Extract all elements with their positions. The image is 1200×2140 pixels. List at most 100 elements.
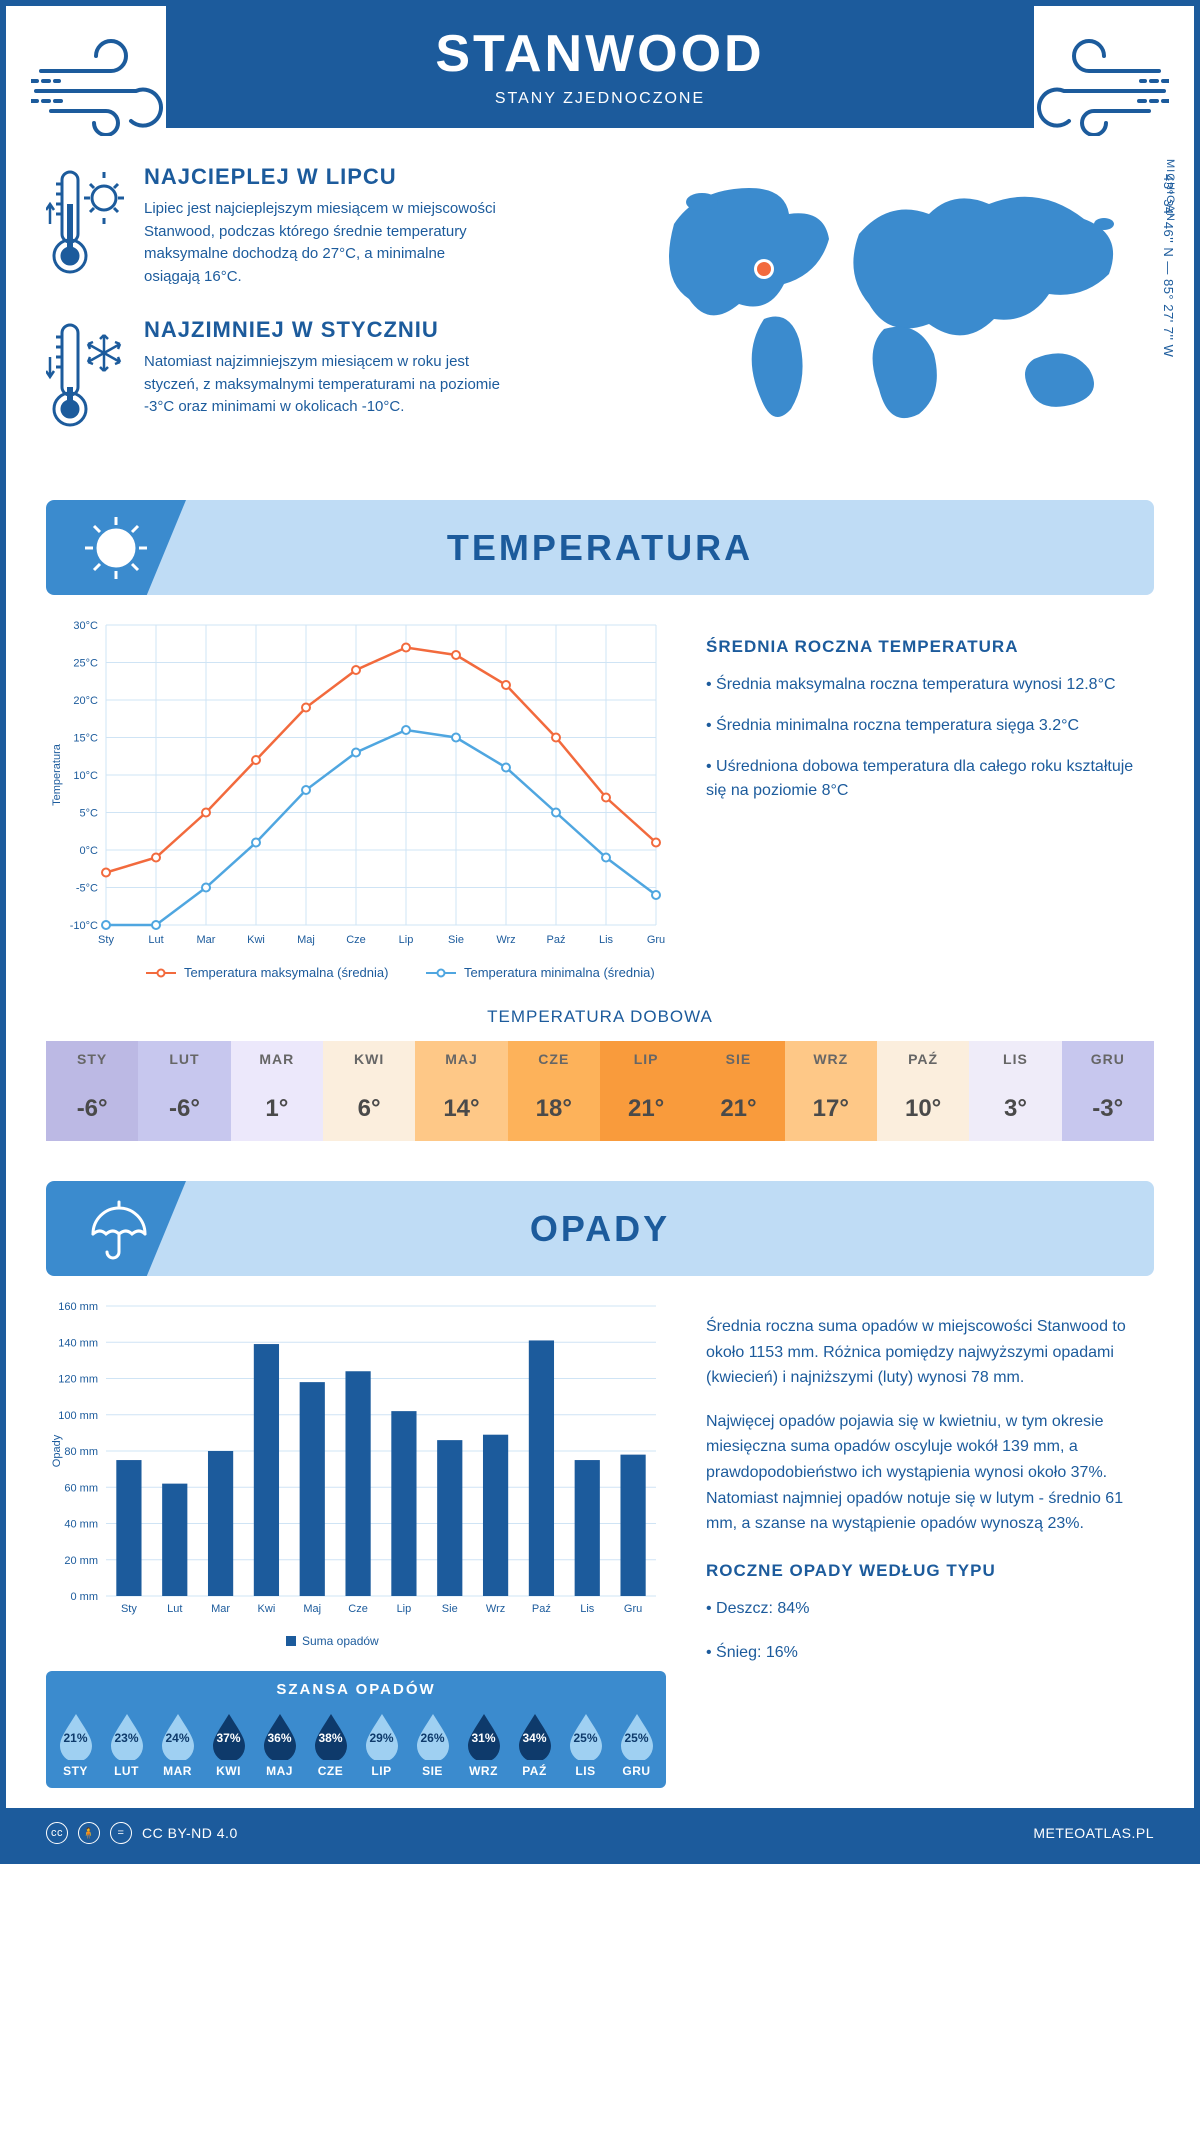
fact-coldest: NAJZIMNIEJ W STYCZNIU Natomiast najzimni… (46, 317, 604, 442)
rain-drop: 23%LUT (103, 1712, 151, 1778)
prec-p2: Najwięcej opadów pojawia się w kwietniu,… (706, 1409, 1154, 1537)
svg-text:40 mm: 40 mm (64, 1519, 98, 1531)
svg-text:Suma opadów: Suma opadów (302, 1634, 379, 1648)
svg-text:25°C: 25°C (73, 658, 98, 670)
rain-drop: 38%CZE (307, 1712, 355, 1778)
rain-drop: 26%SIE (409, 1712, 457, 1778)
rain-drop: 25%GRU (613, 1712, 661, 1778)
svg-text:20°C: 20°C (73, 695, 98, 707)
daily-temp-cell: MAR1° (231, 1041, 323, 1141)
svg-text:0 mm: 0 mm (71, 1591, 99, 1603)
svg-text:140 mm: 140 mm (58, 1337, 98, 1349)
svg-text:30°C: 30°C (73, 620, 98, 632)
svg-text:15°C: 15°C (73, 733, 98, 745)
svg-text:Cze: Cze (346, 934, 366, 946)
cc-icon: cc (46, 1822, 68, 1844)
by-icon: 🧍 (78, 1822, 100, 1844)
svg-text:Temperatura minimalna (średnia: Temperatura minimalna (średnia) (464, 965, 655, 980)
header-banner: STANWOOD STANY ZJEDNOCZONE (166, 6, 1034, 128)
daily-temp-cell: PAŹ10° (877, 1041, 969, 1141)
rain-drop: 36%MAJ (256, 1712, 304, 1778)
svg-text:Gru: Gru (624, 1603, 642, 1615)
svg-text:-10°C: -10°C (70, 920, 98, 932)
daily-temp-cell: LUT-6° (138, 1041, 230, 1141)
svg-text:Sty: Sty (98, 934, 114, 946)
fact-cold-text: Natomiast najzimniejszym miesiącem w rok… (144, 351, 504, 419)
svg-text:Gru: Gru (647, 934, 665, 946)
temp-bullet-2: • Uśredniona dobowa temperatura dla całe… (706, 755, 1154, 805)
fact-hot-title: NAJCIEPLEJ W LIPCU (144, 164, 504, 190)
svg-text:Sty: Sty (121, 1603, 137, 1615)
svg-text:Opady: Opady (51, 1434, 63, 1467)
fact-hot-text: Lipiec jest najcieplejszym miesiącem w m… (144, 198, 504, 288)
precipitation-summary: Średnia roczna suma opadów w miejscowośc… (706, 1296, 1154, 1788)
daily-temp-cell: STY-6° (46, 1041, 138, 1141)
svg-text:-5°C: -5°C (76, 883, 98, 895)
rain-drop: 25%LIS (562, 1712, 610, 1778)
license-label: CC BY-ND 4.0 (142, 1825, 238, 1841)
svg-text:Paź: Paź (532, 1603, 551, 1615)
svg-text:160 mm: 160 mm (58, 1301, 98, 1313)
svg-text:Lip: Lip (399, 934, 414, 946)
svg-text:120 mm: 120 mm (58, 1374, 98, 1386)
svg-text:Sie: Sie (448, 934, 464, 946)
daily-temp-cell: LIP21° (600, 1041, 692, 1141)
rain-drop: 37%KWI (205, 1712, 253, 1778)
daily-temp-cell: CZE18° (508, 1041, 600, 1141)
nd-icon: = (110, 1822, 132, 1844)
svg-text:Cze: Cze (348, 1603, 368, 1615)
svg-text:80 mm: 80 mm (64, 1446, 98, 1458)
temperature-line-chart: -10°C-5°C0°C5°C10°C15°C20°C25°C30°CStyLu… (46, 615, 666, 995)
svg-text:Wrz: Wrz (486, 1603, 505, 1615)
svg-text:Kwi: Kwi (247, 934, 265, 946)
daily-temp-cell: WRZ17° (785, 1041, 877, 1141)
prec-p1: Średnia roczna suma opadów w miejscowośc… (706, 1314, 1154, 1391)
world-map: MICHIGAN 43° 34' 46'' N — 85° 27' 7'' W (634, 164, 1154, 470)
svg-text:Lut: Lut (148, 934, 163, 946)
thermometer-snow-icon (46, 317, 126, 442)
svg-text:Sie: Sie (442, 1603, 458, 1615)
prec-type-heading: ROCZNE OPADY WEDŁUG TYPU (706, 1557, 1154, 1584)
svg-text:Wrz: Wrz (496, 934, 515, 946)
section-header-precipitation: OPADY (46, 1181, 1154, 1276)
fact-cold-title: NAJZIMNIEJ W STYCZNIU (144, 317, 504, 343)
temp-section-title: TEMPERATURA (447, 527, 753, 569)
daily-temp-cell: GRU-3° (1062, 1041, 1154, 1141)
footer: cc 🧍 = CC BY-ND 4.0 METEOATLAS.PL (6, 1808, 1194, 1858)
svg-text:Temperatura maksymalna (średni: Temperatura maksymalna (średnia) (184, 965, 388, 980)
thermometer-sun-icon (46, 164, 126, 289)
svg-text:Kwi: Kwi (258, 1603, 276, 1615)
svg-text:60 mm: 60 mm (64, 1482, 98, 1494)
svg-text:Maj: Maj (297, 934, 315, 946)
svg-text:0°C: 0°C (80, 845, 99, 857)
fact-hottest: NAJCIEPLEJ W LIPCU Lipiec jest najcieple… (46, 164, 604, 289)
svg-text:Lut: Lut (167, 1603, 182, 1615)
daily-temp-cell: LIS3° (969, 1041, 1061, 1141)
temp-bullet-0: • Średnia maksymalna roczna temperatura … (706, 673, 1154, 698)
sun-icon (46, 500, 186, 595)
country-subtitle: STANY ZJEDNOCZONE (166, 90, 1034, 108)
rain-drop: 24%MAR (154, 1712, 202, 1778)
rain-chance-panel: SZANSA OPADÓW 21%STY23%LUT24%MAR37%KWI36… (46, 1671, 666, 1788)
svg-text:20 mm: 20 mm (64, 1555, 98, 1567)
daily-temp-cell: MAJ14° (415, 1041, 507, 1141)
rain-drop: 34%PAŹ (511, 1712, 559, 1778)
prec-type-0: • Deszcz: 84% (706, 1596, 1154, 1622)
temperature-summary: ŚREDNIA ROCZNA TEMPERATURA • Średnia mak… (706, 615, 1154, 995)
svg-text:Lip: Lip (397, 1603, 412, 1615)
temp-bullet-1: • Średnia minimalna roczna temperatura s… (706, 714, 1154, 739)
svg-text:Paź: Paź (547, 934, 566, 946)
svg-text:Mar: Mar (197, 934, 216, 946)
rain-chance-title: SZANSA OPADÓW (46, 1671, 666, 1708)
rain-drop: 31%WRZ (460, 1712, 508, 1778)
site-label: METEOATLAS.PL (1033, 1825, 1154, 1841)
rain-drop: 29%LIP (358, 1712, 406, 1778)
section-header-temperature: TEMPERATURA (46, 500, 1154, 595)
svg-text:10°C: 10°C (73, 770, 98, 782)
rain-drop: 21%STY (52, 1712, 100, 1778)
daily-temp-cell: KWI6° (323, 1041, 415, 1141)
svg-text:Maj: Maj (303, 1603, 321, 1615)
precipitation-bar-chart: 0 mm20 mm40 mm60 mm80 mm100 mm120 mm140 … (46, 1296, 666, 1661)
daily-temp-table: STY-6°LUT-6°MAR1°KWI6°MAJ14°CZE18°LIP21°… (46, 1041, 1154, 1141)
prec-type-1: • Śnieg: 16% (706, 1640, 1154, 1666)
